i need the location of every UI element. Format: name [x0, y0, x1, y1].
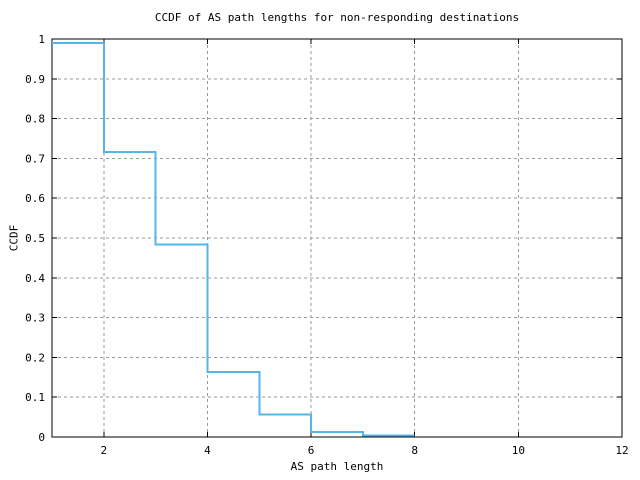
ccdf-step-line: [52, 41, 415, 437]
y-tick-label-0.2: 0.2: [25, 351, 45, 364]
y-tick-label-0.8: 0.8: [25, 113, 45, 126]
plot-frame: [51, 38, 623, 438]
x-tick-label-2: 2: [101, 444, 108, 457]
x-tick-label-6: 6: [308, 444, 315, 457]
x-tick-label-8: 8: [411, 444, 418, 457]
y-tick-label-0.5: 0.5: [25, 232, 45, 245]
chart-title: CCDF of AS path lengths for non-respondi…: [154, 11, 520, 24]
y-tick-label-0: 0: [38, 431, 45, 444]
y-tick-label-0.1: 0.1: [25, 391, 45, 404]
x-tick-label-4: 4: [204, 444, 211, 457]
x-tick-label-10: 10: [512, 444, 525, 457]
x-tick-label-12: 12: [615, 444, 628, 457]
x-axis-title: AS path length: [290, 460, 384, 473]
y-tick-label-0.9: 0.9: [25, 73, 45, 86]
y-axis-title: CCDF: [7, 224, 21, 252]
y-tick-label-0.6: 0.6: [25, 192, 45, 205]
y-tick-label-0.3: 0.3: [25, 312, 45, 325]
y-tick-label-0.4: 0.4: [25, 272, 45, 285]
y-tick-label-1: 1: [38, 33, 45, 46]
y-tick-label-0.7: 0.7: [25, 152, 45, 165]
